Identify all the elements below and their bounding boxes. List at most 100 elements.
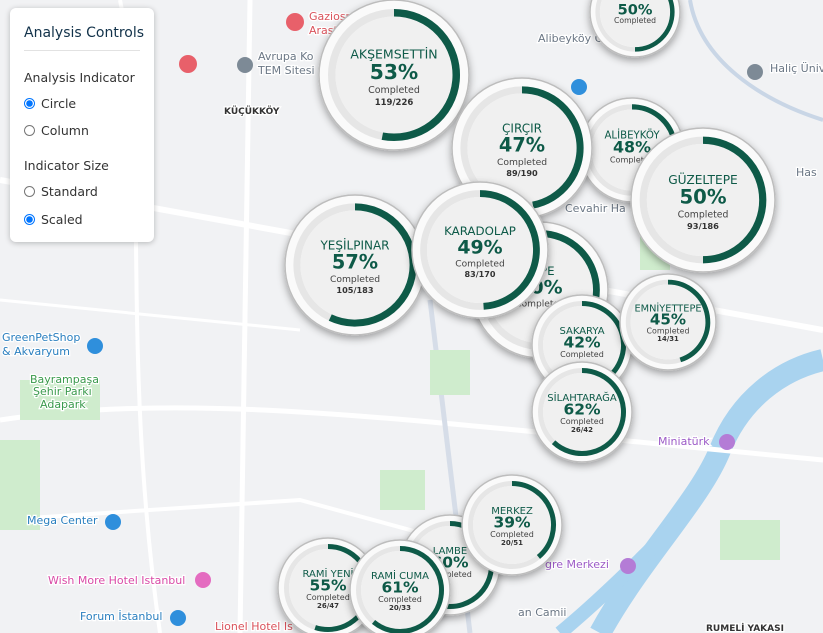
indicator-name: EMNİYETTEPE: [634, 301, 701, 314]
status-text: Completed: [515, 299, 565, 309]
map-label: KÜÇÜKKÖY: [224, 106, 280, 117]
map-label: Mega Center: [27, 514, 98, 527]
radio[interactable]: [24, 186, 35, 197]
indicator-percent: 45%: [650, 310, 686, 328]
map-label: Miniatürk: [658, 435, 710, 448]
map-label: an Camii: [518, 606, 566, 619]
indicator-name: RAMİ YENİ: [303, 567, 354, 580]
indicator-count: 119/226: [375, 98, 414, 108]
indicator-inner: [543, 306, 621, 384]
indicator-percent: 39%: [493, 514, 531, 532]
indicator-percent: 48%: [613, 138, 651, 157]
map-label: RUMELİ YAKASI: [706, 623, 784, 633]
map-label: & Akvaryum: [2, 345, 70, 358]
indicator-count: 20/33: [389, 604, 411, 612]
indicator-percent: 50%: [618, 1, 653, 18]
section-label: Indicator Size: [24, 158, 109, 173]
indicator-inner: [473, 486, 551, 564]
indicator-name: GÜZELTEPE: [668, 171, 738, 187]
map-label: Alibeyköy Ce: [538, 32, 609, 45]
indicator-percent: 53%: [370, 60, 418, 84]
map-label: Adapark: [40, 398, 86, 411]
indicator-inner: [599, 0, 671, 48]
indicator-count: 20/51: [501, 539, 523, 547]
progress-arc: [328, 203, 417, 327]
radio-option[interactable]: Scaled: [24, 212, 83, 227]
indicator-name: ÇIRÇIR: [502, 122, 542, 136]
map-label: Has: [796, 166, 817, 179]
map-label: Forum İstanbul: [80, 610, 162, 623]
status-text: Completed: [610, 154, 654, 164]
status-text: Completed: [614, 16, 656, 25]
markers: TEPE50%CompletedLAMBE60%CompletedALİBEYK…: [277, 0, 776, 633]
indicator-count: 83/170: [464, 269, 495, 279]
progress-arc: [479, 190, 540, 310]
status-text: Completed: [497, 157, 547, 168]
status-text: Completed: [678, 209, 729, 220]
indicator-percent: 42%: [563, 334, 601, 352]
indicator-inner: [361, 551, 439, 629]
status-text: Completed: [428, 570, 472, 579]
indicator-name: LAMBE: [433, 546, 467, 557]
indicator-count: 26/42: [571, 426, 593, 434]
indicator-count: 105/183: [336, 285, 373, 295]
radio-label: Column: [41, 123, 89, 138]
radio-option[interactable]: Circle: [24, 96, 76, 111]
progress-arc: [511, 481, 556, 559]
indicator-name: ALİBEYKÖY: [604, 129, 660, 142]
progress-arc: [521, 86, 584, 209]
map-label: Wish More Hotel Istanbul: [48, 574, 185, 587]
indicator-count: 93/186: [687, 221, 719, 231]
radio[interactable]: [24, 98, 35, 109]
indicator-count: 14/31: [657, 335, 679, 343]
indicator-inner: [289, 549, 367, 627]
map-label: Avrupa Ko: [258, 50, 314, 63]
map-label: TEM Sitesi: [257, 64, 315, 77]
status-text: Completed: [368, 85, 420, 96]
indicator-percent: 61%: [381, 579, 419, 597]
status-text: Completed: [378, 595, 422, 604]
radio-label: Scaled: [41, 212, 83, 227]
progress-arc: [667, 279, 711, 363]
indicator-inner: [646, 143, 760, 257]
radio[interactable]: [24, 214, 35, 225]
indicator-name: KARADOLAP: [444, 224, 516, 238]
indicator-percent: 57%: [332, 251, 378, 274]
indicator-percent: 55%: [309, 577, 347, 595]
radio[interactable]: [24, 125, 35, 136]
divider: [24, 50, 140, 51]
indicator-inner: [543, 373, 621, 451]
status-text: Completed: [306, 593, 350, 602]
indicator-inner: [335, 16, 453, 134]
radio-option[interactable]: Standard: [24, 184, 98, 199]
radio-option[interactable]: Column: [24, 123, 89, 138]
progress-arc: [381, 9, 460, 141]
map-label: Lionel Hotel Is: [215, 620, 293, 633]
map-label: Haliç Ünive: [770, 62, 823, 75]
indicator-count: 26/47: [317, 602, 339, 610]
progress-arc: [551, 368, 626, 456]
indicator-inner: [300, 210, 410, 320]
map-label: Bayrampaşa: [30, 373, 99, 386]
status-text: Completed: [560, 417, 604, 426]
indicator-percent: 49%: [457, 236, 502, 258]
indicator-inner: [426, 196, 534, 304]
status-text: Completed: [560, 350, 604, 359]
indicator-percent: 50%: [679, 186, 726, 209]
indicator-percent: 47%: [499, 134, 545, 157]
indicator: 50%Completed: [589, 0, 681, 58]
status-text: Completed: [455, 259, 505, 269]
indicator-name: YEŞİLPINAR: [319, 238, 389, 253]
progress-arc: [634, 0, 675, 52]
map-label: Cevahir Ha: [565, 202, 626, 215]
progress-arc: [371, 546, 444, 633]
